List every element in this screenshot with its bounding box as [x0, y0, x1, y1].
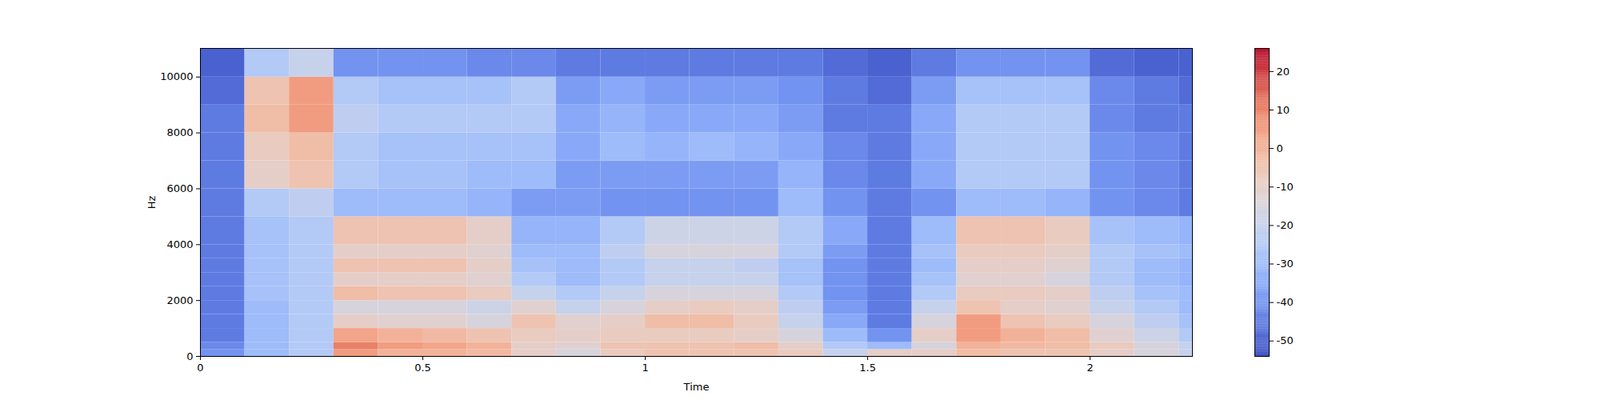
svg-text:10000: 10000 — [160, 70, 193, 83]
svg-text:Time: Time — [683, 380, 710, 393]
svg-text:0: 0 — [196, 361, 204, 374]
svg-text:10: 10 — [1276, 104, 1291, 116]
svg-text:-10: -10 — [1276, 180, 1294, 193]
svg-text:-40: -40 — [1276, 296, 1294, 308]
svg-text:2000: 2000 — [166, 294, 193, 307]
svg-text:Hz: Hz — [145, 196, 158, 210]
svg-text:1: 1 — [641, 361, 648, 374]
svg-text:6000: 6000 — [166, 182, 193, 195]
svg-text:20: 20 — [1276, 65, 1291, 78]
svg-text:4000: 4000 — [166, 238, 193, 251]
svg-text:-20: -20 — [1276, 219, 1294, 232]
svg-text:-30: -30 — [1276, 257, 1294, 270]
svg-text:0: 0 — [186, 350, 193, 363]
svg-text:1.5: 1.5 — [859, 361, 876, 374]
svg-text:2: 2 — [1086, 361, 1093, 374]
svg-text:8000: 8000 — [166, 126, 193, 139]
svg-text:0: 0 — [1276, 142, 1284, 155]
svg-text:-50: -50 — [1276, 334, 1294, 347]
svg-text:0.5: 0.5 — [414, 361, 432, 374]
